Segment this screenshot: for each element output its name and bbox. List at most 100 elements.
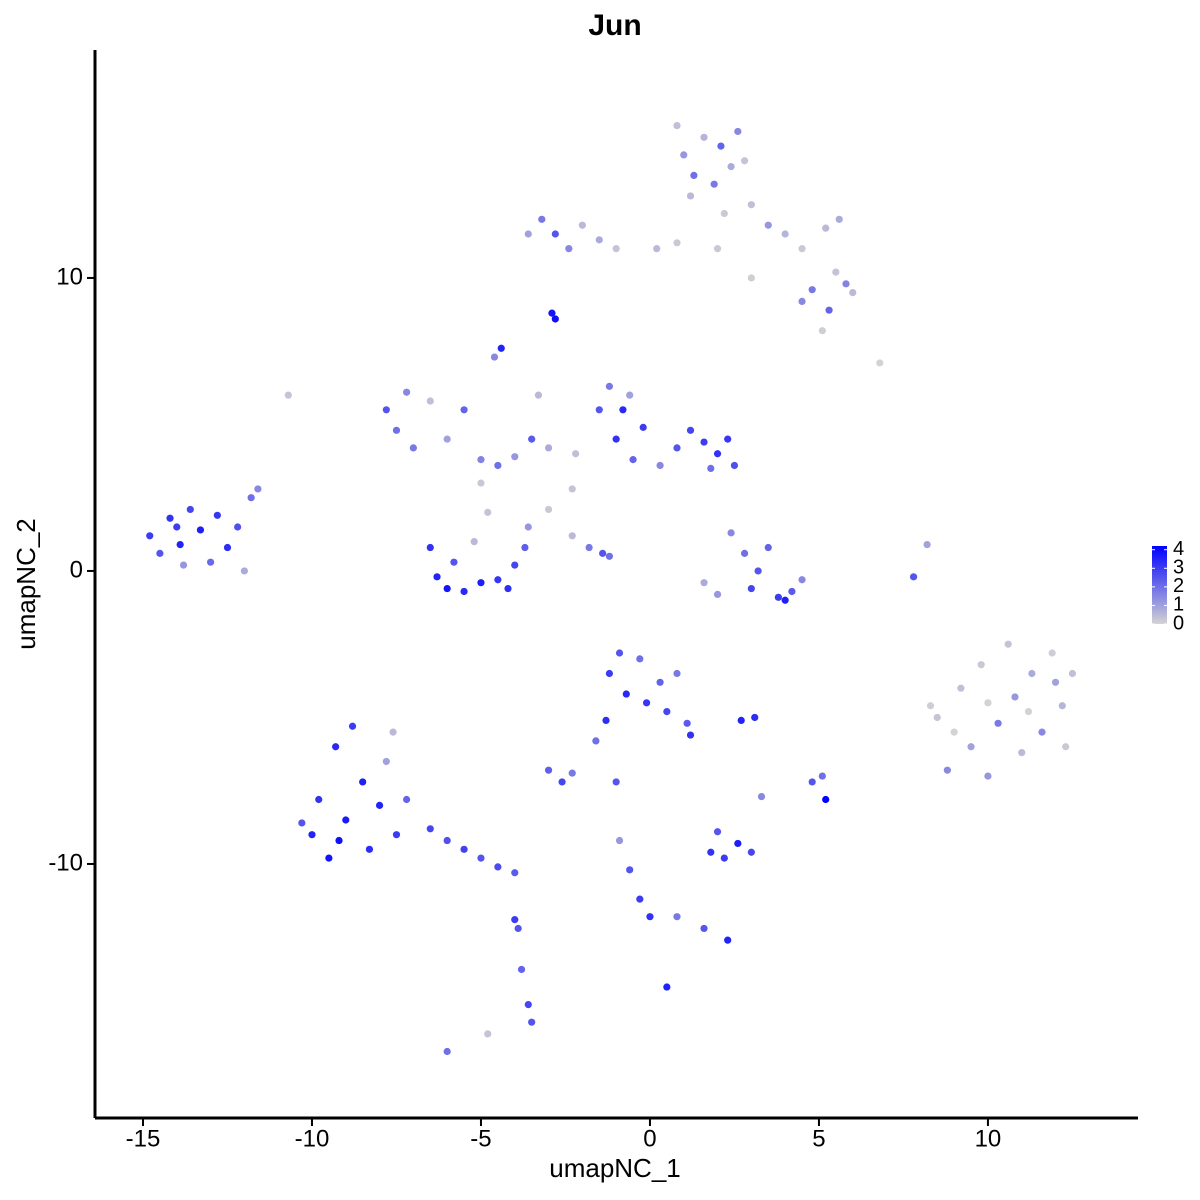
point [690, 171, 698, 180]
point [673, 669, 681, 678]
point [818, 327, 826, 335]
point [700, 579, 708, 587]
point [511, 916, 519, 924]
point [196, 526, 205, 534]
point [551, 315, 559, 323]
point [686, 731, 695, 739]
x-tick-label: -10 [295, 1125, 330, 1152]
point [984, 699, 992, 707]
point [713, 828, 722, 836]
point [497, 344, 505, 352]
point [186, 505, 194, 514]
point [646, 913, 654, 921]
point [325, 854, 333, 862]
point [663, 708, 671, 716]
y-tick-label: 10 [56, 263, 83, 290]
point [626, 391, 634, 399]
point [477, 579, 485, 587]
point [798, 576, 806, 584]
point [595, 236, 603, 244]
point [213, 511, 221, 519]
point [524, 230, 532, 238]
colorbar-tick-label: 1 [1173, 594, 1184, 616]
point [551, 230, 559, 238]
point [534, 391, 543, 399]
point [629, 456, 637, 464]
point [470, 538, 478, 546]
point [737, 716, 745, 724]
point [359, 778, 367, 786]
point [683, 719, 691, 727]
point [673, 913, 681, 921]
point [548, 309, 556, 317]
point [514, 924, 522, 933]
point [443, 836, 451, 845]
point [1062, 743, 1070, 751]
point [409, 444, 417, 452]
point [994, 719, 1002, 727]
point [595, 406, 603, 414]
point [348, 722, 357, 730]
point [392, 426, 401, 434]
point [636, 655, 644, 663]
point [605, 382, 614, 390]
point [642, 699, 651, 707]
point [680, 151, 688, 159]
point [849, 289, 857, 297]
point [544, 444, 553, 452]
point [477, 854, 485, 862]
point [612, 435, 620, 443]
point [984, 772, 992, 780]
point [717, 142, 725, 150]
colorbar-tick-label: 2 [1173, 575, 1184, 597]
point [223, 543, 232, 552]
point [1048, 649, 1056, 657]
point [528, 1018, 536, 1026]
point [720, 854, 728, 862]
point [443, 584, 451, 593]
point [494, 576, 502, 584]
point [842, 280, 850, 288]
x-axis-label: umapNC_1 [549, 1153, 681, 1183]
point [747, 584, 755, 593]
point [484, 1030, 492, 1038]
point [528, 435, 536, 443]
point [1004, 640, 1012, 648]
point [713, 590, 722, 599]
point [713, 450, 722, 458]
colorbar-tick-label: 0 [1173, 612, 1184, 634]
point [967, 743, 975, 751]
point [605, 552, 614, 560]
point [734, 839, 742, 848]
point [179, 561, 188, 569]
point [764, 543, 772, 552]
point [615, 649, 624, 657]
point [619, 406, 627, 414]
point [835, 215, 843, 223]
point [558, 778, 566, 786]
point [663, 983, 671, 991]
point [822, 795, 830, 804]
point [825, 306, 833, 314]
point [332, 743, 340, 751]
point [460, 406, 468, 414]
point [504, 584, 512, 593]
point [727, 529, 735, 537]
point [612, 778, 620, 786]
point [909, 573, 918, 581]
chart-title: Jun [588, 9, 641, 42]
point [720, 209, 728, 218]
point [484, 508, 492, 516]
point [764, 221, 772, 229]
point [426, 825, 434, 833]
point [707, 464, 715, 473]
point [403, 388, 411, 396]
point [673, 444, 681, 452]
point [1018, 749, 1026, 757]
point [977, 661, 985, 669]
point [724, 435, 732, 443]
point [626, 866, 634, 874]
point [808, 778, 816, 786]
point [426, 397, 434, 405]
point [798, 297, 806, 305]
